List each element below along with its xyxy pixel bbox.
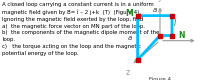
- Text: a: a: [153, 8, 157, 14]
- Text: Figure 4: Figure 4: [149, 77, 171, 80]
- Text: N: N: [178, 31, 185, 40]
- Text: I: I: [174, 19, 176, 28]
- Text: A closed loop carrying a constant current is in a uniform
magnetic field given b: A closed loop carrying a constant curren…: [2, 2, 160, 56]
- Text: y: y: [158, 0, 162, 2]
- Text: M: M: [126, 9, 133, 18]
- Text: a: a: [127, 35, 132, 41]
- Text: z: z: [126, 68, 130, 77]
